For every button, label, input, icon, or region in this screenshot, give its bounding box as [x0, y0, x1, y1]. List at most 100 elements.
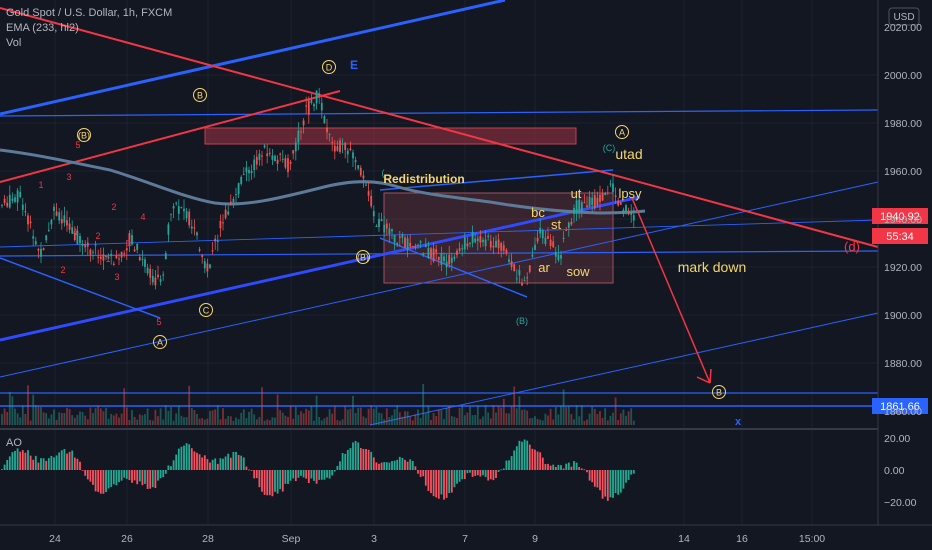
candle-body: [29, 221, 32, 224]
volume-bar: [580, 405, 583, 425]
volume-bar: [450, 416, 453, 425]
ao-bar: [94, 470, 97, 492]
volume-bar: [606, 420, 609, 425]
volume-bar: [289, 405, 292, 425]
volume-bar: [102, 411, 105, 425]
ao-bar: [79, 461, 81, 470]
candle-body: [253, 159, 256, 171]
candle-body: [331, 142, 334, 144]
currency-button[interactable]: USD: [888, 7, 920, 26]
ao-bar: [242, 457, 245, 470]
candle-body: [216, 240, 219, 242]
candle-body: [37, 248, 40, 251]
candle-body: [99, 256, 102, 259]
ao-bar: [549, 465, 552, 470]
candle-body: [242, 173, 245, 175]
channel-lower-thick[interactable]: [0, 195, 641, 342]
resistance-line[interactable]: [0, 109, 879, 117]
ao-bar: [497, 470, 500, 472]
candle-body: [297, 130, 300, 143]
volume-bar: [144, 414, 146, 425]
candle-body: [89, 249, 92, 255]
ao-bar: [560, 465, 562, 470]
supply-zone-box[interactable]: [204, 127, 577, 145]
volume-bar: [32, 394, 35, 425]
candle-body: [79, 235, 81, 244]
ao-bar: [471, 470, 474, 477]
volume-bar: [396, 405, 399, 425]
ao-bar: [271, 470, 274, 497]
ao-bar: [328, 470, 331, 479]
candle-body: [136, 243, 139, 250]
candle-body: [476, 238, 479, 241]
volume-bar: [146, 408, 149, 425]
red-trendline-down[interactable]: [0, 7, 879, 248]
candle-body: [144, 259, 146, 267]
ao-bar: [201, 457, 204, 470]
ao-bar: [167, 465, 170, 470]
ao-bar: [123, 470, 126, 478]
channel-wedge-bottom[interactable]: [379, 237, 528, 298]
volume-bar: [276, 394, 279, 425]
candle-body: [617, 200, 620, 206]
channel-mid-thin[interactable]: [0, 181, 879, 378]
volume-bar: [40, 407, 42, 425]
price-axis-panel[interactable]: [878, 0, 932, 525]
candle-body: [544, 237, 547, 244]
candle-body: [261, 155, 263, 157]
volume-bar: [3, 408, 6, 425]
time-axis-panel[interactable]: [0, 525, 932, 550]
candle-body: [255, 156, 258, 165]
channel-lower-dim[interactable]: [0, 219, 879, 248]
volume-bar: [341, 419, 344, 425]
ao-bar: [307, 470, 310, 484]
candle-body: [482, 239, 484, 243]
channel-left-bottom[interactable]: [0, 257, 161, 319]
candle-body: [443, 256, 445, 262]
volume-bar: [336, 419, 339, 425]
redistribution-label: Redistribution: [383, 172, 464, 186]
candle-body: [378, 218, 380, 228]
ao-bar: [21, 450, 24, 470]
ao-bar: [185, 443, 188, 470]
ao-bar: [625, 470, 627, 483]
ao-bar: [375, 462, 378, 470]
volume-bar: [60, 413, 63, 425]
volume-bar: [120, 413, 123, 425]
price-tick-label: 1960.00: [884, 166, 922, 178]
candle-body: [66, 220, 68, 226]
ao-bar: [578, 467, 581, 470]
channel-upper-thick[interactable]: [0, 0, 506, 116]
candle-body: [227, 211, 230, 215]
candle-body: [1, 204, 3, 206]
volume-bar: [544, 413, 547, 425]
ao-bar: [562, 468, 565, 470]
channel-wedge-top[interactable]: [379, 169, 614, 191]
ao-bar: [84, 470, 87, 476]
ao-bar: [430, 470, 432, 494]
candle-body: [570, 221, 573, 225]
candle-body: [474, 238, 477, 243]
volume-bar: [443, 419, 445, 425]
volume-bar: [331, 413, 334, 425]
support-line[interactable]: [0, 250, 879, 257]
ao-bar: [450, 470, 453, 493]
red-trendline-up[interactable]: [0, 90, 341, 183]
candle-body: [448, 254, 451, 265]
ao-bar: [47, 458, 50, 470]
ao-bar: [606, 470, 609, 501]
volume-bar: [427, 405, 430, 425]
candle-body: [27, 215, 29, 225]
candle-body: [6, 202, 9, 207]
ao-bar: [138, 470, 141, 482]
volume-bar: [534, 416, 536, 425]
volume-bar: [432, 413, 435, 425]
ao-bar: [622, 470, 625, 489]
volume-bar: [575, 405, 578, 425]
channel-low-thin[interactable]: [369, 312, 879, 426]
volume-bar: [323, 418, 326, 425]
wave-label-circled: (B): [356, 250, 370, 264]
volume-bar: [357, 407, 360, 425]
